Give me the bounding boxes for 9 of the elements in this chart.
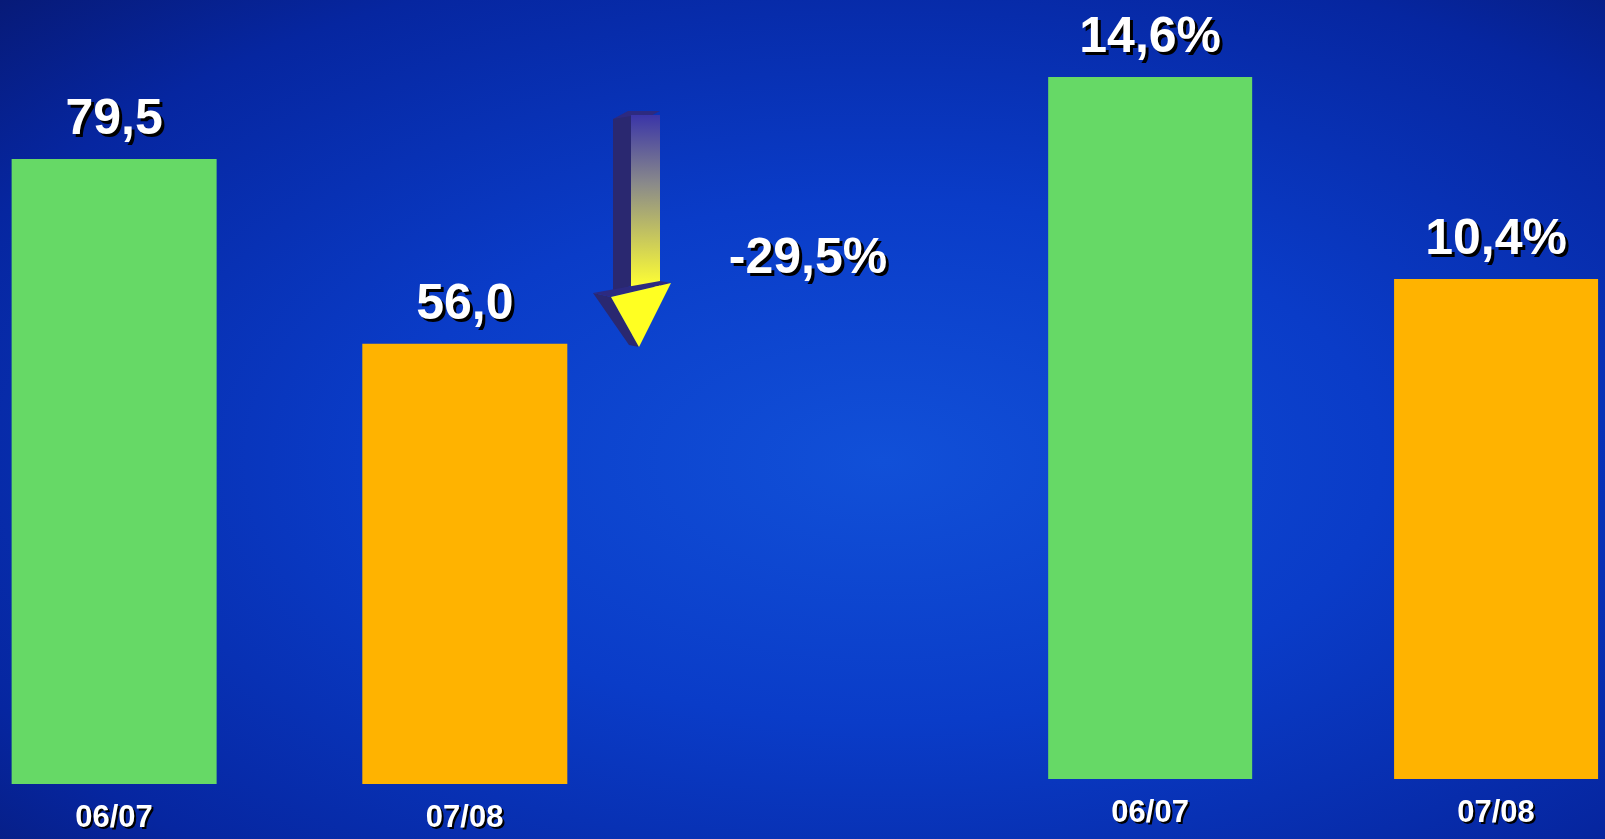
data-label: 56,0: [416, 273, 514, 330]
data-label: 14,6%: [1079, 7, 1222, 63]
x-tick-label: 06/07: [1111, 793, 1189, 829]
x-tick-label: 07/08: [425, 798, 504, 834]
data-label: 79,5: [65, 89, 163, 145]
text: -29,5%: [727, 227, 889, 286]
x-tick-label: 06/07: [75, 798, 153, 834]
data-label: 10,4%: [1425, 208, 1567, 265]
x-tick-label: 07/08: [1457, 793, 1535, 829]
